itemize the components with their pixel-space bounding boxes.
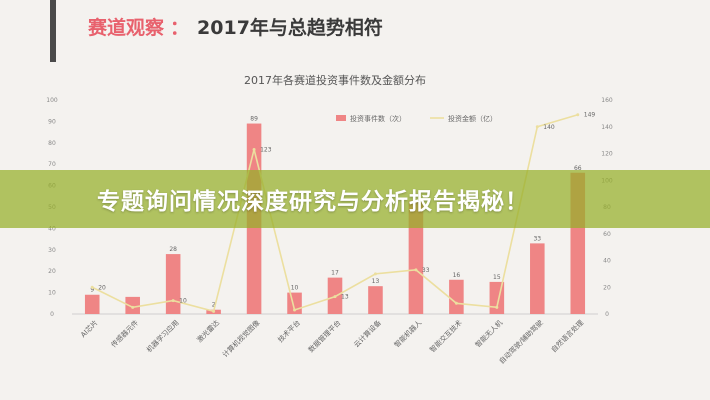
line-point <box>373 272 377 276</box>
title-lead: 赛道观察 <box>88 16 165 39</box>
chart-title: 2017年各赛道投资事件数及金额分布 <box>244 73 426 87</box>
legend-bar-swatch <box>336 115 346 121</box>
bar-data-label: 17 <box>331 270 339 277</box>
line-point <box>576 113 580 117</box>
bar-data-label: 28 <box>169 246 177 253</box>
y-left-tick-label: 30 <box>48 247 56 254</box>
bar-data-label: 16 <box>453 272 461 279</box>
line-point <box>535 125 539 129</box>
legend-bar-label: 投资事件数（次） <box>350 114 406 123</box>
banner-text: 专题询问情况深度研究与分析报告揭秘！ <box>97 189 529 215</box>
bar-data-label: 66 <box>574 165 582 172</box>
line-data-label: 123 <box>260 146 272 153</box>
y-left-tick-label: 10 <box>48 290 56 297</box>
title-separator: ： <box>170 16 190 39</box>
x-tick-label: 技术平台 <box>276 318 302 344</box>
y-left-tick-label: 70 <box>48 161 56 168</box>
y-right-tick-label: 0 <box>605 311 609 318</box>
y-left-tick-label: 80 <box>48 140 56 147</box>
bar-data-label: 89 <box>250 116 258 123</box>
y-left-tick-label: 20 <box>48 268 56 275</box>
bar-data-label: 2 <box>212 302 216 309</box>
y-right-tick-label: 40 <box>603 258 611 265</box>
x-tick-label: 自动驾驶/辅助驾驶 <box>497 318 545 366</box>
header-accent-bar <box>50 0 56 62</box>
line-point <box>212 309 216 313</box>
y-left-tick-label: 90 <box>48 118 56 125</box>
line-data-label: 10 <box>179 298 187 305</box>
line-data-label: 13 <box>341 294 349 301</box>
bar-data-label: 13 <box>372 278 380 285</box>
line-point <box>252 147 256 151</box>
x-tick-label: 云计算设备 <box>352 318 383 349</box>
title-rest: 2017年与总趋势相符 <box>197 16 383 39</box>
x-tick-label: 数据管理平台 <box>306 318 342 354</box>
line-point <box>293 308 297 312</box>
bar <box>84 294 100 314</box>
legend-line-label: 投资金额（亿） <box>448 114 497 123</box>
y-right-tick-label: 160 <box>601 97 613 104</box>
y-left-tick-label: 100 <box>46 97 58 104</box>
x-tick-label: 机器学习应用 <box>145 318 181 354</box>
bar-data-label: 15 <box>493 274 501 281</box>
x-tick-label: 智能交互技术 <box>428 318 464 354</box>
y-left-tick-label: 0 <box>50 311 54 318</box>
bar-data-label: 9 <box>90 287 94 294</box>
bar <box>125 296 140 314</box>
line-point <box>333 295 337 299</box>
line-data-label: 33 <box>422 267 430 274</box>
line-point <box>131 305 135 309</box>
y-left-tick-label: 40 <box>48 225 56 232</box>
y-right-tick-label: 60 <box>603 231 611 238</box>
line-point <box>171 299 175 303</box>
x-tick-label: 智能机器人 <box>392 318 423 349</box>
bar <box>368 286 383 314</box>
x-tick-label: 计算机视觉图像 <box>220 318 261 359</box>
banner: 专题询问情况深度研究与分析报告揭秘！ <box>0 170 710 228</box>
line-point <box>454 301 458 305</box>
line-data-label: 140 <box>543 124 555 131</box>
x-tick-label: 智能无人机 <box>473 318 504 349</box>
x-tick-label: 自然语言处理 <box>549 318 585 354</box>
bar <box>449 279 464 314</box>
x-tick-label: AI芯片 <box>79 318 100 339</box>
line-point <box>90 285 94 289</box>
bar <box>530 243 545 314</box>
bar <box>165 254 181 314</box>
bar-data-label: 33 <box>533 235 541 242</box>
line-data-label: 149 <box>584 112 596 119</box>
x-tick-label: 激光雷达 <box>195 318 221 344</box>
y-right-tick-label: 20 <box>603 284 611 291</box>
line-data-label: 20 <box>98 284 106 291</box>
line-point <box>414 268 418 272</box>
page-title: 赛道观察 ： 2017年与总趋势相符 <box>88 8 383 44</box>
y-right-tick-label: 140 <box>601 124 613 131</box>
line-point <box>495 305 499 309</box>
x-tick-label: 传感器元件 <box>109 318 140 349</box>
y-right-tick-label: 120 <box>601 151 613 158</box>
bar <box>408 200 424 314</box>
bar-data-label: 10 <box>291 285 299 292</box>
